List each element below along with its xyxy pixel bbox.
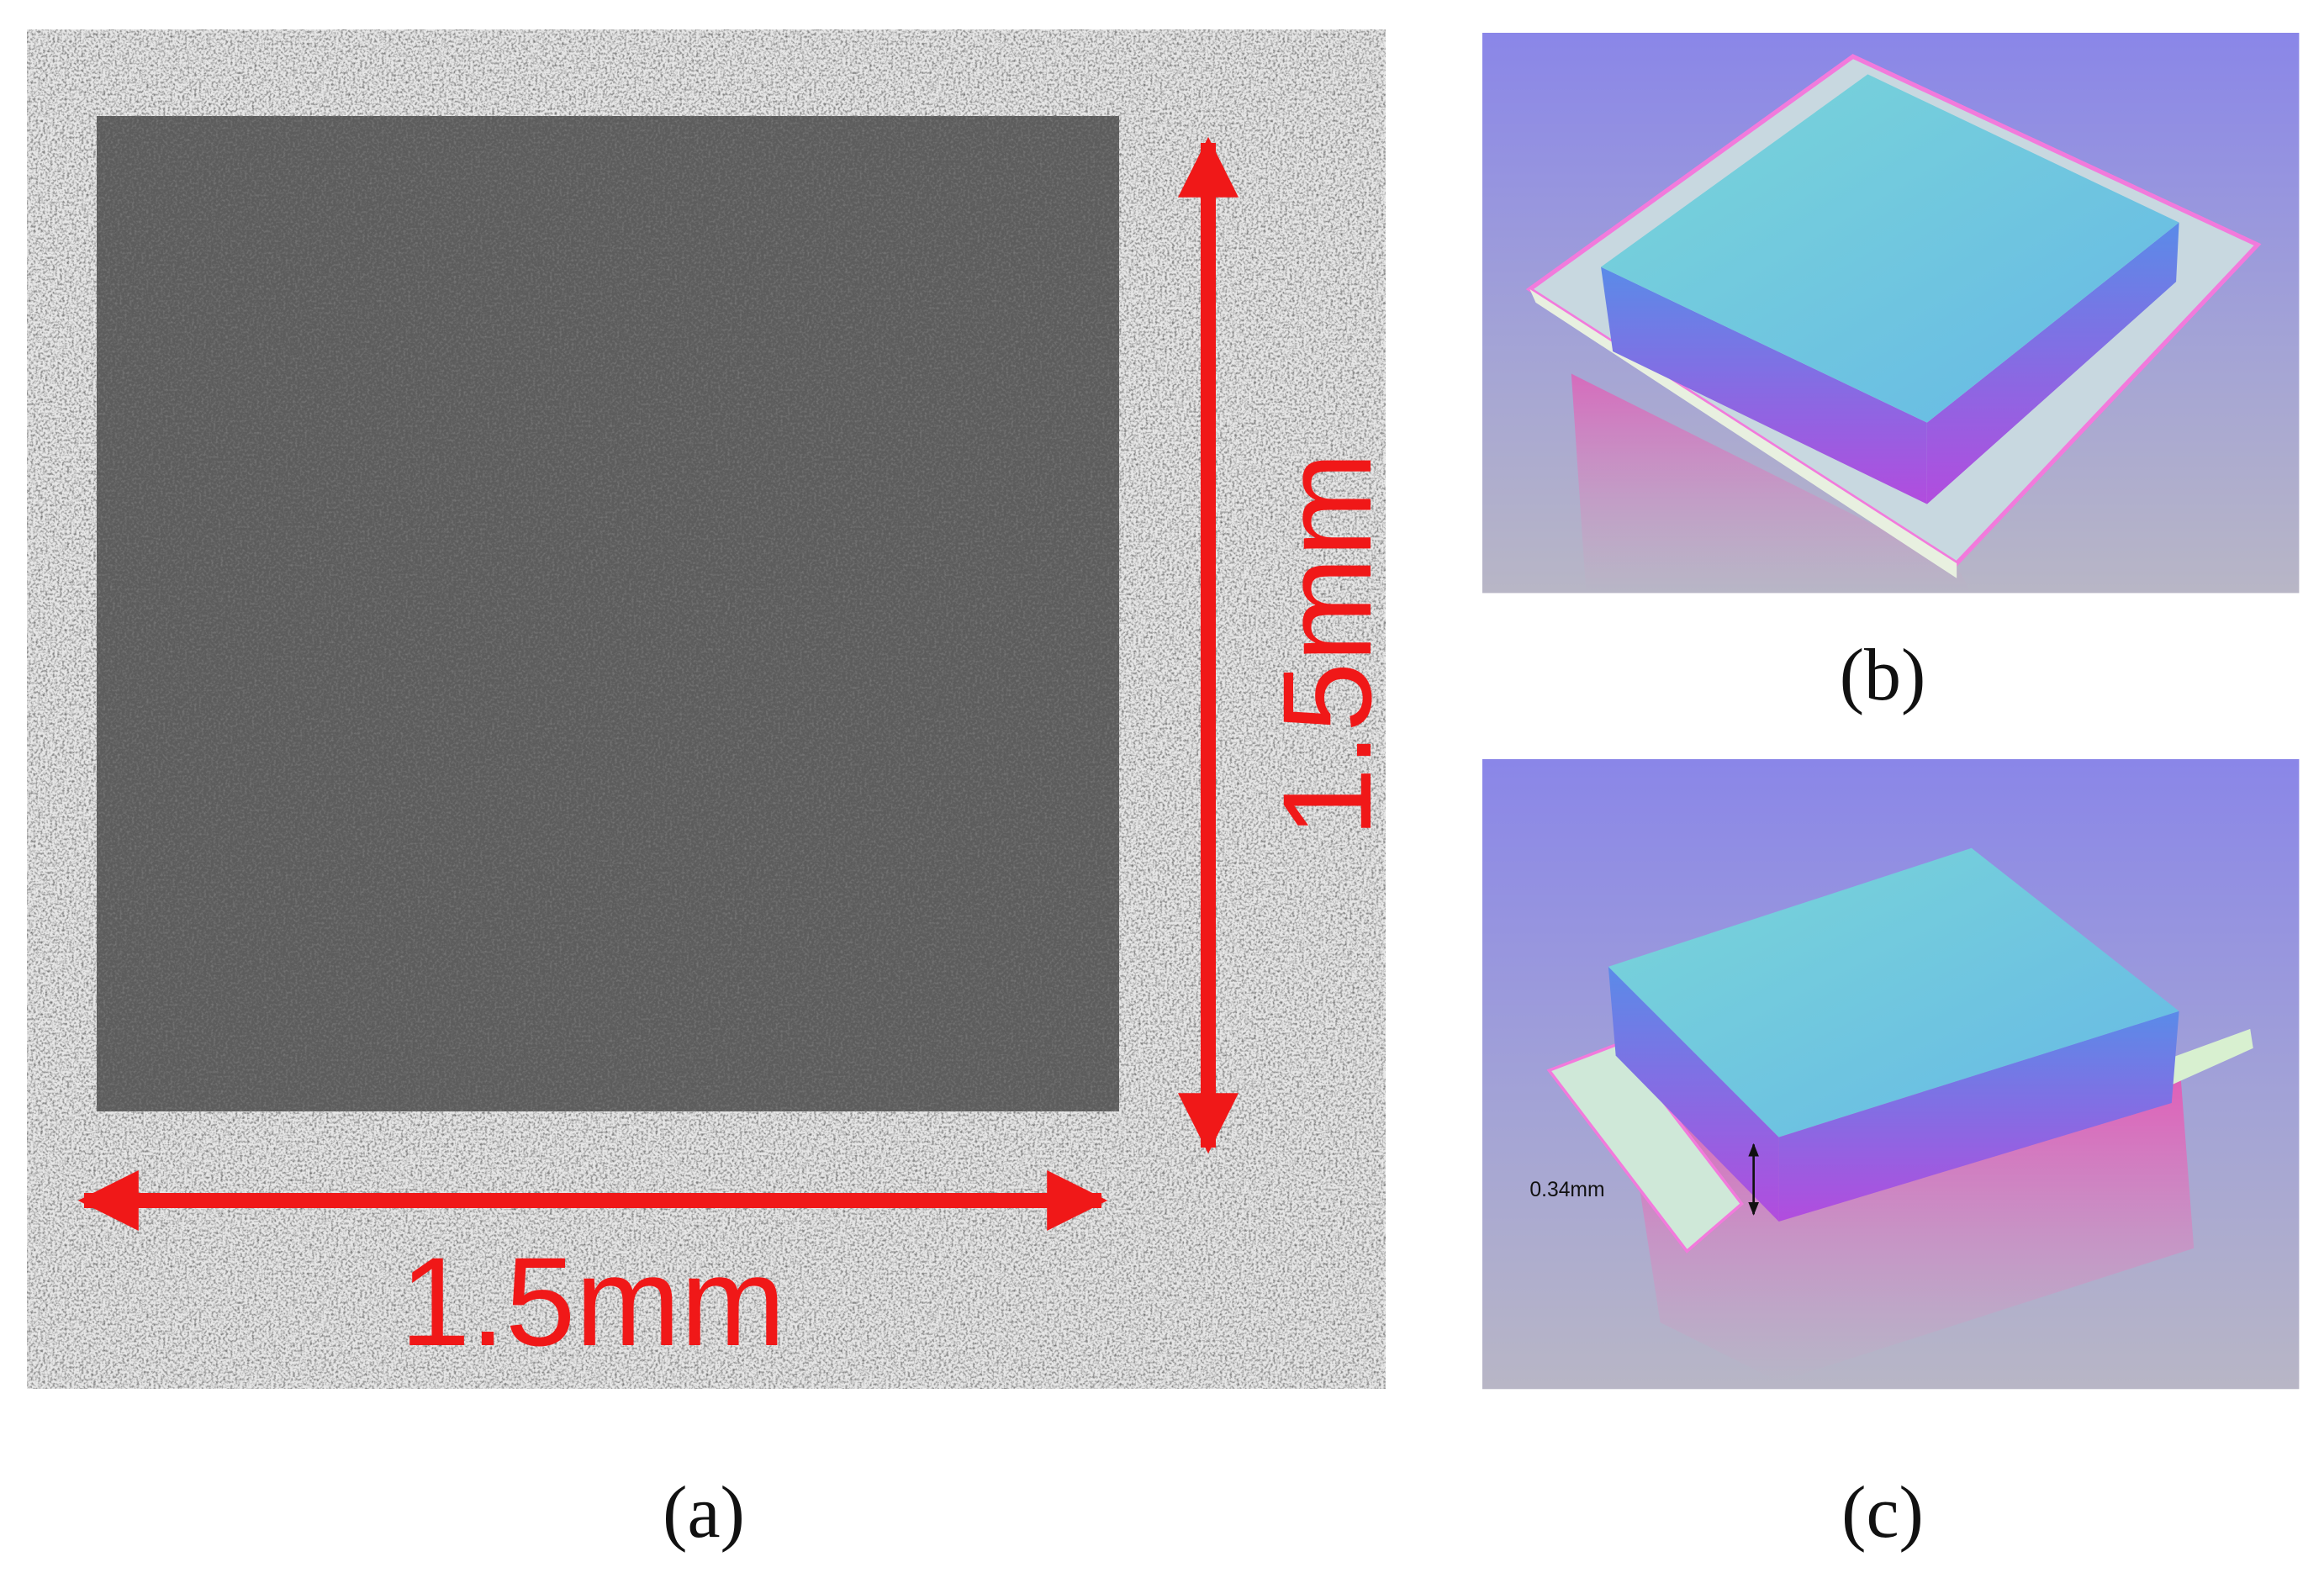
block-top — [1601, 74, 2179, 423]
panel-caption: (b) — [1840, 635, 1926, 716]
panel-c: 0.34mm (c) — [1482, 759, 2300, 1554]
height-label: 1.5mm — [1256, 452, 1397, 837]
panel-a: 1.5mm 1.5mm (a) — [27, 29, 1397, 1554]
block-front — [1608, 966, 1779, 1222]
block-front — [1601, 267, 1927, 504]
thickness-label: 0.34mm — [1529, 1179, 1604, 1201]
left-pad — [1546, 1042, 1744, 1253]
width-label: 1.5mm — [400, 1231, 785, 1372]
right-pad — [2157, 1028, 2253, 1089]
panel-b: (b) — [1482, 33, 2300, 716]
square-texture — [97, 116, 1119, 1111]
block-top — [1608, 847, 2179, 1137]
block-side — [1778, 1011, 2179, 1222]
reflection — [1571, 373, 1972, 594]
block-side — [1926, 222, 2179, 504]
panel-caption: (c) — [1841, 1472, 1924, 1554]
panel-caption: (a) — [663, 1472, 745, 1554]
